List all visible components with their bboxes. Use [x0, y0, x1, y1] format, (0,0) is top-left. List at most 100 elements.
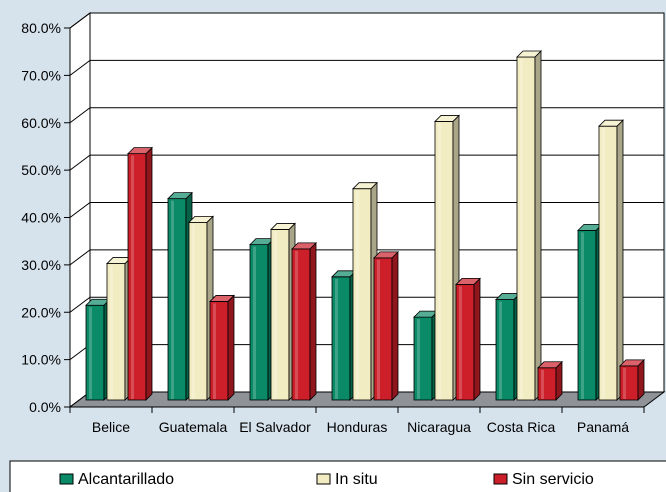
- gridline-side: [69, 59, 91, 76]
- legend-label: Alcantarillado: [78, 471, 174, 488]
- bar-front: [188, 221, 208, 401]
- bar: [495, 292, 521, 401]
- gridline-side: [69, 154, 91, 171]
- bar-top: [270, 223, 296, 230]
- bar-front: [106, 263, 126, 401]
- bar: [167, 191, 193, 401]
- bar-highlight: [499, 301, 502, 399]
- bar-top: [516, 50, 542, 58]
- bar: [106, 256, 132, 401]
- bar-front: [598, 125, 618, 401]
- bar-highlight: [335, 278, 338, 399]
- bar-highlight: [438, 123, 441, 399]
- bar-top: [537, 361, 563, 369]
- y-axis-ticks: 0.0% 10.0% 20.0% 30.0% 40.0% 50.0% 60.0% 70.0% 8…: [21, 20, 70, 415]
- bar-top: [455, 278, 481, 285]
- gridline-side: [69, 249, 91, 266]
- bar-front: [373, 257, 393, 401]
- bar-front: [516, 56, 536, 401]
- bar: [598, 119, 624, 401]
- bar: [85, 298, 111, 401]
- bar-front: [455, 284, 475, 401]
- bar-highlight: [581, 232, 584, 399]
- bar-front: [619, 365, 639, 401]
- y-tick-label: 70.0%: [21, 67, 61, 83]
- y-tick-label: 50.0%: [21, 162, 61, 178]
- bar-top: [127, 147, 153, 155]
- x-tick-label: Belice: [92, 419, 130, 435]
- legend-swatch: [316, 473, 331, 485]
- bar: [619, 358, 645, 401]
- x-tick-label: El Salvador: [239, 419, 311, 435]
- bar-front: [85, 304, 105, 401]
- y-tick-label: 30.0%: [21, 257, 61, 273]
- bar: [373, 250, 399, 401]
- legend-label: Sin servicio: [512, 471, 594, 488]
- bar: [516, 50, 542, 401]
- bar-front: [209, 301, 229, 401]
- bar: [209, 294, 235, 401]
- bar-top: [188, 215, 214, 223]
- bar-front: [270, 229, 290, 401]
- bars: [85, 50, 645, 401]
- bar-side: [227, 294, 235, 401]
- legend-swatch: [59, 473, 74, 485]
- bar-side: [145, 146, 153, 401]
- bar-front: [167, 198, 187, 401]
- bar-highlight: [602, 128, 605, 400]
- bar-front: [127, 153, 147, 401]
- bar-top: [434, 115, 460, 122]
- bar-highlight: [131, 155, 134, 399]
- bar-highlight: [623, 367, 626, 399]
- y-tick-label: 0.0%: [29, 399, 61, 415]
- legend-label: In situ: [335, 471, 378, 488]
- legend-swatch: [493, 473, 508, 485]
- bar: [352, 181, 378, 401]
- y-tick-label: 40.0%: [21, 210, 61, 226]
- bar-highlight: [213, 303, 216, 399]
- gridline-side: [69, 296, 91, 313]
- bar: [434, 114, 460, 401]
- y-tick-label: 20.0%: [21, 304, 61, 320]
- y-tick-label: 10.0%: [21, 352, 61, 368]
- bar-front: [331, 276, 351, 401]
- bar-highlight: [377, 259, 380, 399]
- x-tick-label: Costa Rica: [487, 419, 556, 435]
- bar: [331, 269, 357, 401]
- x-tick-label: Nicaragua: [407, 419, 471, 435]
- x-tick-label: Honduras: [327, 419, 388, 435]
- bar-front: [495, 299, 515, 401]
- bar-highlight: [274, 231, 277, 399]
- bar-highlight: [520, 59, 523, 399]
- bar-highlight: [110, 265, 113, 399]
- bar-front: [249, 244, 269, 401]
- bar-side: [534, 50, 542, 401]
- bar: [270, 222, 296, 401]
- bar-highlight: [459, 286, 462, 399]
- bar-front: [537, 367, 557, 401]
- gridline-side: [69, 12, 91, 29]
- bar-front: [291, 248, 311, 401]
- bar: [127, 146, 153, 401]
- bar-side: [473, 277, 481, 401]
- legend: Alcantarillado In situ Sin servicio: [9, 460, 666, 492]
- bar-front: [577, 229, 597, 401]
- bar-side: [309, 241, 317, 401]
- bar-top: [619, 359, 645, 367]
- bar-highlight: [417, 319, 420, 399]
- bar-top: [291, 242, 317, 250]
- bar-highlight: [192, 224, 195, 399]
- bar-front: [413, 316, 433, 401]
- bar-highlight: [541, 369, 544, 399]
- x-tick-label: Panamá: [577, 419, 629, 435]
- x-tick-label: Guatemala: [159, 419, 228, 435]
- y-tick-label: 80.0%: [21, 20, 61, 36]
- bar-top: [167, 192, 193, 200]
- bar-highlight: [295, 250, 298, 399]
- bar: [413, 310, 439, 401]
- bar-side: [391, 250, 399, 401]
- bar: [577, 223, 603, 401]
- bar: [291, 241, 317, 401]
- x-axis-ticks: Belice Guatemala El Salvador Honduras Nicara…: [69, 406, 645, 435]
